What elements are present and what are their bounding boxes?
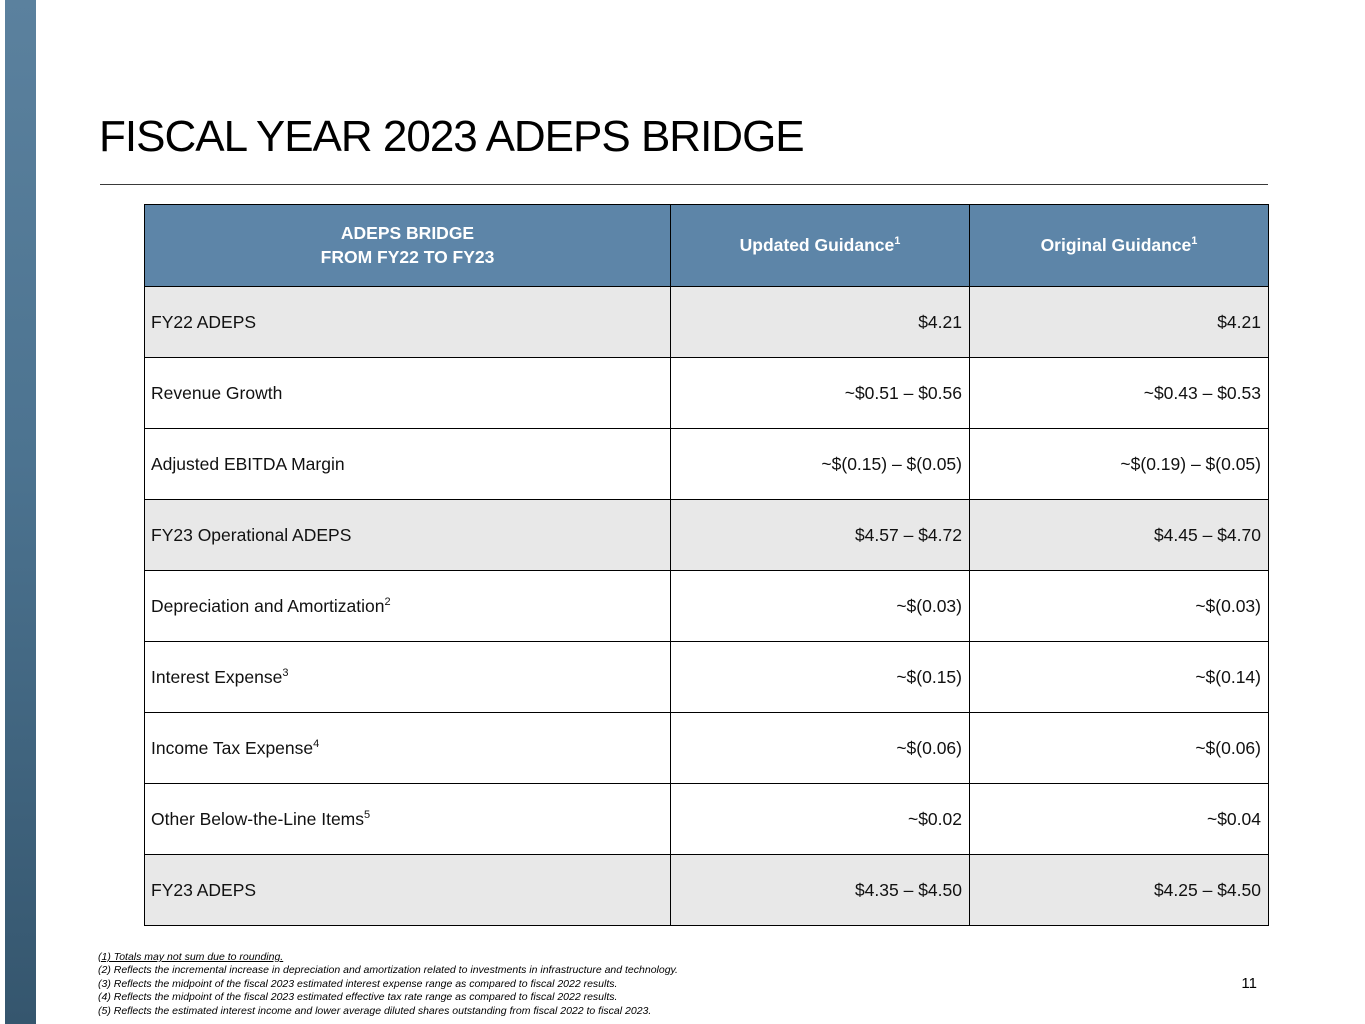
table-row: FY23 Operational ADEPS $4.57 – $4.72 $4.… [144, 499, 1269, 571]
table-row: Other Below-the-Line Items5 ~$0.02 ~$0.0… [144, 783, 1269, 855]
updated-value-cell: $4.35 – $4.50 [670, 854, 970, 926]
row-label: Adjusted EBITDA Margin [151, 453, 345, 474]
row-label-cell: FY23 ADEPS [144, 854, 671, 926]
row-label-cell: FY22 ADEPS [144, 286, 671, 358]
row-label: Other Below-the-Line Items [151, 808, 365, 829]
header-updated-sup: 1 [894, 234, 901, 247]
row-label-sup: 2 [384, 595, 391, 608]
table-row: Adjusted EBITDA Margin ~$(0.15) – $(0.05… [144, 428, 1269, 500]
page-title: FISCAL YEAR 2023 ADEPS BRIDGE [99, 112, 805, 161]
row-label-sup: 4 [313, 737, 320, 750]
row-label: Revenue Growth [151, 382, 283, 403]
header-cell-updated-guidance: Updated Guidance1 [670, 204, 970, 287]
updated-value-cell: ~$(0.15) – $(0.05) [670, 428, 970, 500]
adeps-bridge-table: ADEPS BRIDGE FROM FY22 TO FY23 Updated G… [144, 204, 1269, 926]
footnote: (1) Totals may not sum due to rounding. [98, 951, 284, 963]
footnote: (3) Reflects the midpoint of the fiscal … [98, 977, 618, 990]
footnote: (2) Reflects the incremental increase in… [98, 964, 678, 977]
updated-value-cell: $4.21 [670, 286, 970, 358]
original-value-cell: ~$(0.14) [969, 641, 1269, 713]
original-value-cell: $4.25 – $4.50 [969, 854, 1269, 926]
header-bridge-line2: FROM FY22 TO FY23 [320, 246, 495, 267]
row-label-sup: 3 [282, 666, 289, 679]
row-label-cell: Adjusted EBITDA Margin [144, 428, 671, 500]
row-label-cell: FY23 Operational ADEPS [144, 499, 671, 571]
table-row: FY23 ADEPS $4.35 – $4.50 $4.25 – $4.50 [144, 854, 1269, 926]
page-number: 11 [1241, 975, 1257, 992]
row-label-cell: Income Tax Expense4 [144, 712, 671, 784]
title-divider [100, 184, 1268, 185]
original-value-cell: ~$0.43 – $0.53 [969, 357, 1269, 429]
updated-value-cell: ~$0.51 – $0.56 [670, 357, 970, 429]
footnotes: (1) Totals may not sum due to rounding. … [98, 951, 678, 1018]
row-label: Interest Expense [151, 666, 283, 687]
original-value-cell: ~$(0.06) [969, 712, 1269, 784]
original-value-cell: ~$(0.19) – $(0.05) [969, 428, 1269, 500]
table-header-row: ADEPS BRIDGE FROM FY22 TO FY23 Updated G… [144, 204, 1269, 287]
row-label: Depreciation and Amortization [151, 595, 385, 616]
row-label: FY22 ADEPS [151, 311, 257, 332]
original-value-cell: $4.45 – $4.70 [969, 499, 1269, 571]
table-row: Interest Expense3 ~$(0.15) ~$(0.14) [144, 641, 1269, 713]
header-cell-bridge: ADEPS BRIDGE FROM FY22 TO FY23 [144, 204, 671, 287]
row-label: FY23 ADEPS [151, 879, 257, 900]
row-label-cell: Revenue Growth [144, 357, 671, 429]
header-cell-original-guidance: Original Guidance1 [969, 204, 1269, 287]
original-value-cell: ~$0.04 [969, 783, 1269, 855]
footnote: (4) Reflects the midpoint of the fiscal … [98, 991, 618, 1004]
row-label-cell: Other Below-the-Line Items5 [144, 783, 671, 855]
header-updated-label: Updated Guidance [739, 234, 895, 255]
table-row: Depreciation and Amortization2 ~$(0.03) … [144, 570, 1269, 642]
row-label-cell: Interest Expense3 [144, 641, 671, 713]
header-bridge-line1: ADEPS BRIDGE [340, 222, 475, 243]
updated-value-cell: ~$(0.03) [670, 570, 970, 642]
row-label: Income Tax Expense [151, 737, 314, 758]
updated-value-cell: ~$(0.06) [670, 712, 970, 784]
updated-value-cell: ~$0.02 [670, 783, 970, 855]
original-value-cell: $4.21 [969, 286, 1269, 358]
footnote: (5) Reflects the estimated interest inco… [98, 1004, 652, 1017]
row-label-sup: 5 [364, 808, 371, 821]
table-row: Revenue Growth ~$0.51 – $0.56 ~$0.43 – $… [144, 357, 1269, 429]
sidebar-accent-bar [5, 0, 36, 1024]
row-label: FY23 Operational ADEPS [151, 524, 352, 545]
row-label-cell: Depreciation and Amortization2 [144, 570, 671, 642]
updated-value-cell: $4.57 – $4.72 [670, 499, 970, 571]
header-original-sup: 1 [1191, 234, 1198, 247]
table-row: Income Tax Expense4 ~$(0.06) ~$(0.06) [144, 712, 1269, 784]
header-original-label: Original Guidance [1040, 234, 1192, 255]
original-value-cell: ~$(0.03) [969, 570, 1269, 642]
updated-value-cell: ~$(0.15) [670, 641, 970, 713]
table-row: FY22 ADEPS $4.21 $4.21 [144, 286, 1269, 358]
